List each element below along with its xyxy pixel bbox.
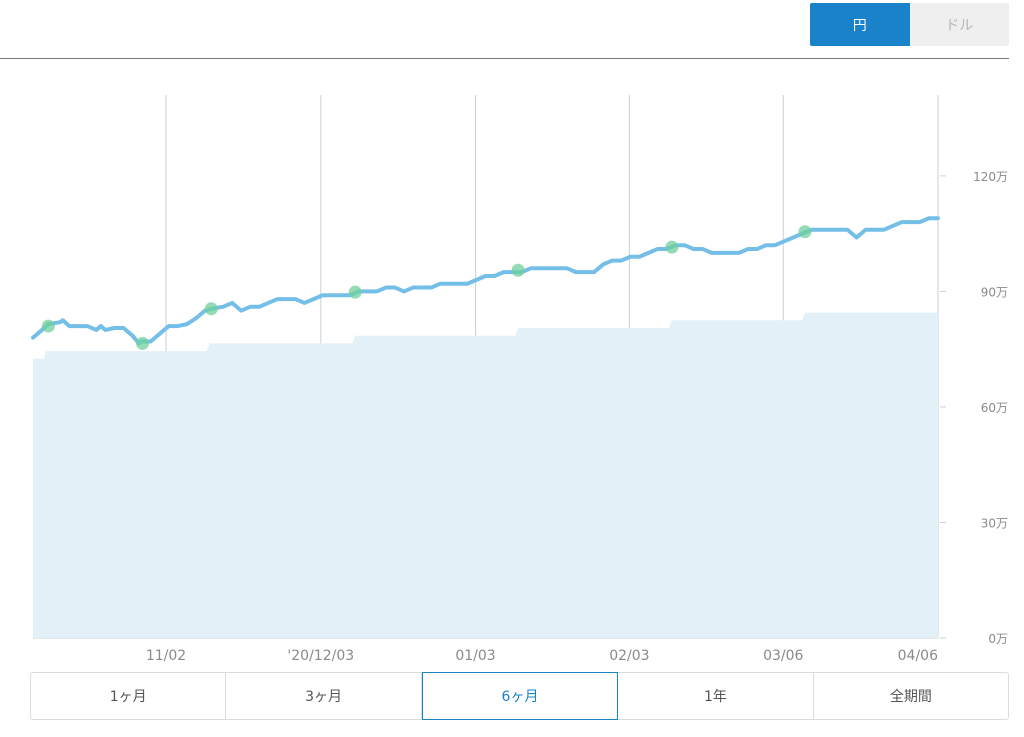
x-tick-label: '20/12/03 (287, 648, 354, 664)
principal-area (33, 312, 938, 638)
period-tab-3m[interactable]: 3ヶ月 (226, 673, 422, 719)
x-tick-label: 04/06 (898, 648, 938, 664)
event-marker (204, 302, 218, 316)
event-marker (798, 225, 812, 239)
x-tick-label: 01/03 (455, 648, 495, 664)
period-tab-1m[interactable]: 1ヶ月 (31, 673, 227, 719)
header-divider (0, 58, 1009, 59)
y-tick-label: 0万 (988, 632, 1008, 646)
period-selector: 1ヶ月 3ヶ月 6ヶ月 1年 全期間 (30, 672, 1009, 720)
currency-toggle: 円 ドル (810, 3, 1009, 46)
event-marker (511, 263, 525, 277)
period-tab-6m[interactable]: 6ヶ月 (421, 672, 619, 720)
y-tick-label: 30万 (981, 516, 1008, 530)
event-marker (41, 319, 55, 333)
period-tab-all[interactable]: 全期間 (889, 689, 932, 705)
currency-yen-button[interactable]: 円 (810, 3, 910, 46)
asset-chart: 11/02 '20/12/03 01/03 02/03 03/06 04/06 0万 30万 6… (31, 95, 1008, 664)
x-tick-label: 03/06 (763, 648, 803, 664)
x-tick-label: 11/02 (146, 648, 186, 664)
asset-value-line (31, 216, 940, 346)
y-tick-label: 90万 (981, 285, 1008, 299)
period-tab-1y[interactable]: 1年 (618, 673, 814, 719)
event-marker (665, 240, 679, 254)
event-marker (348, 285, 362, 299)
y-tick-label: 60万 (981, 401, 1008, 415)
currency-dollar-button[interactable]: ドル (909, 3, 1009, 46)
event-marker (136, 336, 150, 350)
x-tick-label: 02/03 (609, 648, 649, 664)
y-tick-label: 120万 (973, 170, 1008, 184)
